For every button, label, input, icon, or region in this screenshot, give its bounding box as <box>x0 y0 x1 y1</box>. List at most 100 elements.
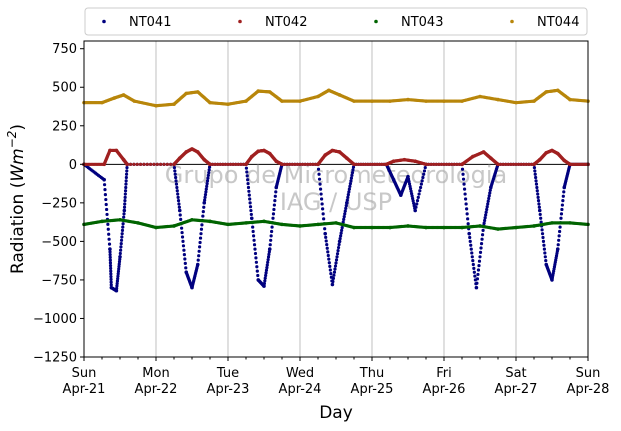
series-NT044 <box>82 88 590 108</box>
legend-label: NT042 <box>265 15 307 30</box>
data-point-interp <box>198 245 202 249</box>
x-tick-label-day: Sat <box>505 366 526 381</box>
series-points <box>82 88 590 293</box>
data-point-interp <box>318 182 322 186</box>
data-point-interp <box>109 283 113 287</box>
data-point-interp <box>247 193 251 197</box>
data-point-interp <box>331 276 336 280</box>
data-point-interp <box>116 269 121 273</box>
data-point-interp <box>223 162 228 166</box>
data-point-interp <box>479 241 484 246</box>
data-point-interp <box>419 185 423 190</box>
data-point-interp <box>522 162 526 166</box>
data-point-interp <box>332 273 336 277</box>
data-point-interp <box>285 162 289 166</box>
data-point-interp <box>484 213 488 217</box>
data-point <box>555 247 560 251</box>
data-point-interp <box>471 259 475 263</box>
data-point <box>102 177 106 182</box>
data-point-interp <box>486 202 490 206</box>
data-point-interp <box>288 162 292 166</box>
y-tick-label: 750 <box>52 42 77 57</box>
data-point-interp <box>466 217 470 221</box>
data-point-interp <box>198 240 202 245</box>
data-point-interp <box>465 207 469 211</box>
data-point <box>177 208 182 213</box>
data-point-interp <box>366 162 370 166</box>
x-tick-label-day: Mon <box>142 366 169 381</box>
data-point-interp <box>116 277 120 281</box>
data-point-interp <box>325 242 329 247</box>
data-point-interp <box>196 258 200 262</box>
watermark-line-1: Grupo de Micrometeorologia <box>165 161 507 189</box>
data-point-interp <box>119 248 123 252</box>
data-point <box>267 247 272 251</box>
data-point-interp <box>556 243 560 247</box>
data-point-interp <box>255 265 259 269</box>
data-point-interp <box>473 274 477 278</box>
data-point-interp <box>181 244 186 248</box>
data-point-interp <box>108 250 112 254</box>
data-point-interp <box>343 209 347 213</box>
data-point-interp <box>339 234 343 238</box>
data-point-interp <box>272 203 276 207</box>
data-point-interp <box>120 232 124 236</box>
data-point-interp <box>123 189 128 193</box>
data-point-interp <box>540 232 545 236</box>
data-point-interp <box>138 162 143 166</box>
data-point-interp <box>479 246 483 250</box>
data-point-interp <box>263 276 267 280</box>
data-point-interp <box>117 260 122 264</box>
data-point <box>195 262 200 267</box>
y-axis: −1250 −1000 −750 −500 −250 0 250 500 750 <box>33 42 84 366</box>
data-point-interp <box>177 202 181 206</box>
data-point-interp <box>203 195 207 199</box>
data-point-interp <box>476 272 480 277</box>
data-point-interp <box>344 204 348 208</box>
data-point-interp <box>318 187 323 191</box>
data-point-interp <box>541 235 545 240</box>
data-point-interp <box>145 162 149 166</box>
data-point-interp <box>159 162 163 166</box>
data-point-interp <box>342 217 346 221</box>
data-point-interp <box>132 162 136 166</box>
data-point-interp <box>269 234 273 238</box>
data-point-interp <box>561 199 565 203</box>
data-point-interp <box>348 184 352 188</box>
data-point-interp <box>124 172 129 176</box>
data-point-interp <box>407 179 411 184</box>
data-point-interp <box>174 182 179 186</box>
data-point-interp <box>331 279 335 284</box>
data-point-interp <box>248 197 252 201</box>
data-point-interp <box>417 192 421 196</box>
data-point-interp <box>313 162 318 166</box>
data-point-interp <box>135 162 139 166</box>
data-point-interp <box>347 187 351 191</box>
data-point-interp <box>203 192 208 197</box>
data-point-interp <box>124 185 128 190</box>
data-point-interp <box>468 239 472 243</box>
data-point-interp <box>534 179 538 183</box>
data-point-interp <box>107 242 112 246</box>
data-point-interp <box>109 280 113 284</box>
data-point-interp <box>207 168 211 172</box>
x-tick-label-date: Apr-28 <box>567 382 610 397</box>
data-point-interp <box>174 175 178 180</box>
data-point-interp <box>334 258 339 262</box>
data-point-interp <box>206 173 210 177</box>
data-point-interp <box>444 162 449 166</box>
data-point-interp <box>354 162 358 166</box>
data-point-interp <box>408 184 412 188</box>
data-point-interp <box>334 261 338 265</box>
data-point-interp <box>332 270 337 274</box>
data-point-interp <box>105 212 109 217</box>
data-point-interp <box>197 254 201 258</box>
data-point-interp <box>338 237 342 241</box>
data-point-interp <box>282 162 287 166</box>
data-point-interp <box>169 162 173 166</box>
data-point-interp <box>339 231 343 235</box>
data-point-interp <box>180 230 184 235</box>
data-point-interp <box>255 269 259 273</box>
data-point-interp <box>463 192 467 196</box>
data-point-interp <box>326 253 330 258</box>
